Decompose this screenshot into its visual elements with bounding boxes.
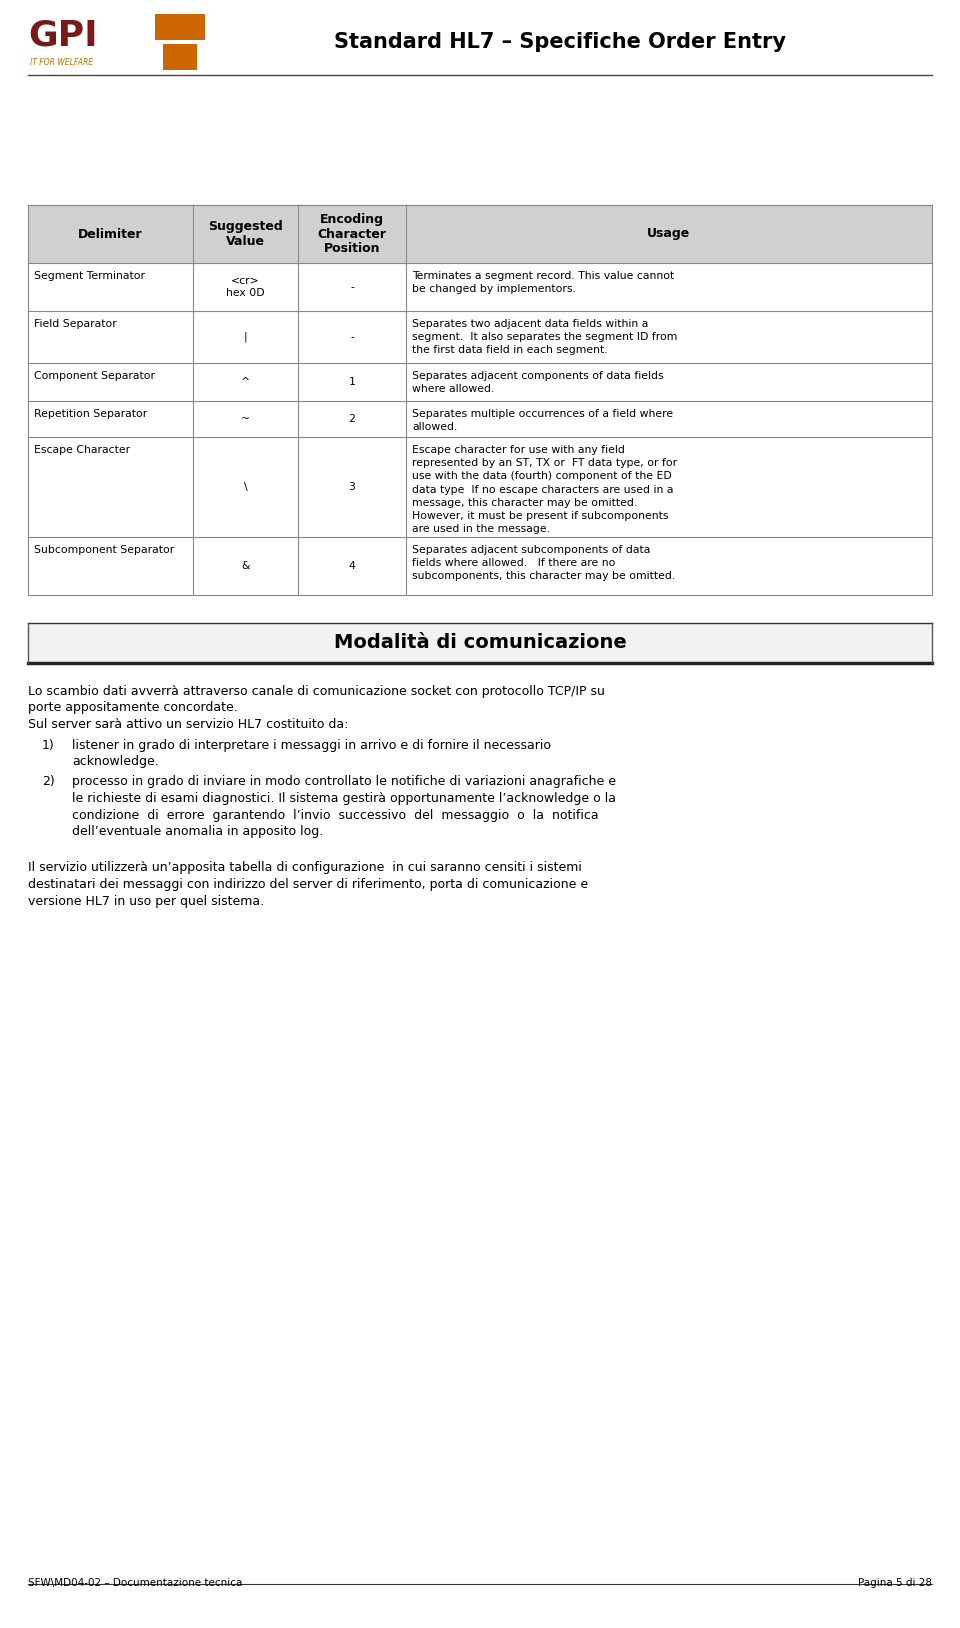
- Text: Component Separator: Component Separator: [34, 371, 155, 381]
- Text: Repetition Separator: Repetition Separator: [34, 409, 147, 418]
- Bar: [28, 363, 932, 400]
- Text: Escape Character: Escape Character: [34, 444, 131, 454]
- Bar: [28, 205, 932, 264]
- Text: 1: 1: [348, 378, 355, 387]
- Text: 1): 1): [42, 739, 55, 752]
- Bar: [28, 400, 932, 436]
- Text: le richieste di esami diagnostici. Il sistema gestirà opportunamente l’acknowled: le richieste di esami diagnostici. Il si…: [72, 791, 616, 804]
- Text: Sul server sarà attivo un servizio HL7 costituito da:: Sul server sarà attivo un servizio HL7 c…: [28, 718, 348, 731]
- Text: 2): 2): [42, 775, 55, 788]
- Text: listener in grado di interpretare i messaggi in arrivo e di fornire il necessari: listener in grado di interpretare i mess…: [72, 739, 551, 752]
- Text: \: \: [244, 482, 248, 492]
- Bar: [163, 44, 197, 70]
- Text: Subcomponent Separator: Subcomponent Separator: [34, 545, 175, 555]
- Text: 4: 4: [348, 562, 355, 571]
- Text: condizione  di  errore  garantendo  l’invio  successivo  del  messaggio  o  la  : condizione di errore garantendo l’invio …: [72, 809, 599, 822]
- Text: destinatari dei messaggi con indirizzo del server di riferimento, porta di comun: destinatari dei messaggi con indirizzo d…: [28, 877, 588, 891]
- Text: Terminates a segment record. This value cannot
be changed by implementors.: Terminates a segment record. This value …: [412, 270, 674, 295]
- Text: <cr>
hex 0D: <cr> hex 0D: [227, 277, 265, 298]
- Text: Field Separator: Field Separator: [34, 319, 117, 329]
- Text: Separates two adjacent data fields within a
segment.  It also separates the segm: Separates two adjacent data fields withi…: [412, 319, 678, 355]
- Text: Separates multiple occurrences of a field where
allowed.: Separates multiple occurrences of a fiel…: [412, 409, 673, 431]
- Text: SFW\MD04-02 – Documentazione tecnica: SFW\MD04-02 – Documentazione tecnica: [28, 1578, 242, 1587]
- Bar: [28, 624, 932, 663]
- Bar: [28, 311, 932, 363]
- Text: ^: ^: [241, 378, 250, 387]
- Text: processo in grado di inviare in modo controllato le notifiche di variazioni anag: processo in grado di inviare in modo con…: [72, 775, 616, 788]
- Text: Segment Terminator: Segment Terminator: [34, 270, 145, 282]
- Text: Pagina 5 di 28: Pagina 5 di 28: [858, 1578, 932, 1587]
- Text: Escape character for use with any field
represented by an ST, TX or  FT data typ: Escape character for use with any field …: [412, 444, 677, 534]
- Text: Delimiter: Delimiter: [78, 228, 143, 241]
- Text: ~: ~: [241, 414, 250, 423]
- Text: Standard HL7 – Specifiche Order Entry: Standard HL7 – Specifiche Order Entry: [334, 33, 786, 52]
- Bar: [28, 436, 932, 537]
- Text: dell’eventuale anomalia in apposito log.: dell’eventuale anomalia in apposito log.: [72, 825, 324, 838]
- Text: IT FOR WELFARE: IT FOR WELFARE: [30, 59, 93, 67]
- Text: Usage: Usage: [647, 228, 690, 241]
- Text: Encoding
Character
Position: Encoding Character Position: [318, 213, 387, 256]
- Text: -: -: [350, 332, 354, 342]
- Text: Lo scambio dati avverrà attraverso canale di comunicazione socket con protocollo: Lo scambio dati avverrà attraverso canal…: [28, 685, 605, 698]
- Text: porte appositamente concordate.: porte appositamente concordate.: [28, 702, 238, 715]
- Text: |: |: [244, 332, 248, 342]
- Text: 3: 3: [348, 482, 355, 492]
- Text: 2: 2: [348, 414, 355, 423]
- Bar: [155, 15, 205, 41]
- Text: Suggested
Value: Suggested Value: [208, 220, 283, 247]
- Text: &: &: [241, 562, 250, 571]
- Text: Separates adjacent subcomponents of data
fields where allowed.   If there are no: Separates adjacent subcomponents of data…: [412, 545, 675, 581]
- Text: Separates adjacent components of data fields
where allowed.: Separates adjacent components of data fi…: [412, 371, 663, 394]
- Text: -: -: [350, 282, 354, 291]
- Bar: [28, 537, 932, 594]
- Text: Il servizio utilizzerà un’apposita tabella di configurazione  in cui saranno cen: Il servizio utilizzerà un’apposita tabel…: [28, 861, 582, 874]
- Text: acknowledge.: acknowledge.: [72, 755, 158, 768]
- Text: Modalità di comunicazione: Modalità di comunicazione: [334, 633, 626, 653]
- Text: GPI: GPI: [28, 18, 98, 52]
- Bar: [28, 264, 932, 311]
- Text: versione HL7 in uso per quel sistema.: versione HL7 in uso per quel sistema.: [28, 894, 264, 907]
